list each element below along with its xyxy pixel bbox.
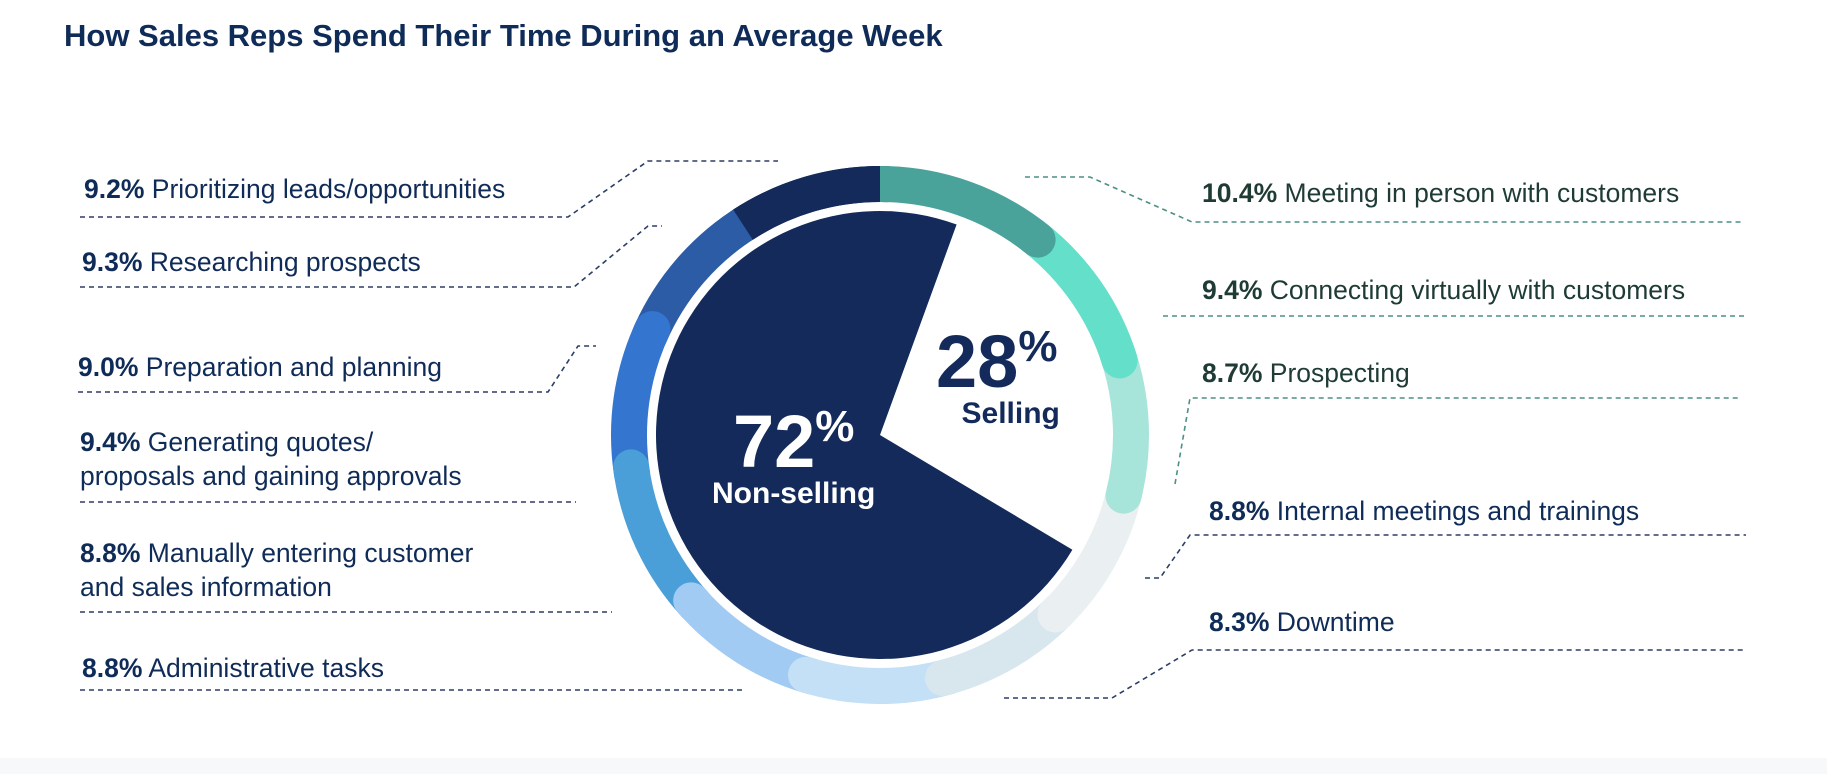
legend-value: 9.0% [78,352,139,382]
legend-downtime: 8.3% Downtime [1209,605,1395,639]
legend-value: 10.4% [1202,178,1278,208]
legend-connecting-virtually: 9.4% Connecting virtually with customers [1202,273,1685,307]
leader-line-9 [1174,397,1738,485]
leader-line-3 [78,345,596,393]
page-footer-band [0,758,1827,774]
legend-text: Downtime [1276,607,1395,637]
non-selling-center-label: 72% Non-selling [712,405,875,509]
legend-value: 8.8% [1209,496,1270,526]
legend-value: 8.8% [80,538,141,568]
legend-text: Prospecting [1269,358,1410,388]
leader-line-7 [1025,176,1742,223]
selling-value: 28 [936,320,1019,403]
legend-manual-entry: 8.8% Manually entering customer and sale… [80,536,473,604]
legend-value: 8.8% [82,653,143,683]
pie-slice-non-selling [655,210,1073,659]
legend-text: Prioritizing leads/opportunities [151,174,506,204]
legend-prioritizing-leads: 9.2% Prioritizing leads/opportunities [84,172,505,206]
legend-value: 9.3% [82,247,143,277]
legend-text-line-2: and sales information [80,572,332,602]
leader-line-1 [80,160,778,218]
legend-value: 8.7% [1202,358,1263,388]
selling-unit: % [1018,322,1058,371]
leader-line-10 [1145,534,1746,579]
legend-text: Researching prospects [149,247,421,277]
legend-text: Meeting in person with customers [1284,178,1680,208]
legend-generating-quotes: 9.4% Generating quotes/ proposals and ga… [80,425,462,493]
leader-line-2 [80,225,662,288]
ring-segment-meeting-in-person-with-customers [862,166,1056,258]
non-selling-unit: % [815,402,855,451]
legend-text: Administrative tasks [148,653,384,683]
legend-internal-meetings: 8.8% Internal meetings and trainings [1209,494,1639,528]
legend-text-line-1: Generating quotes/ [147,427,374,457]
chart-title: How Sales Reps Spend Their Time During a… [64,18,943,53]
legend-text: Internal meetings and trainings [1276,496,1640,526]
selling-center-label: 28% Selling [936,322,1060,430]
legend-value: 9.2% [84,174,145,204]
selling-name: Selling [961,397,1060,430]
legend-researching-prospects: 9.3% Researching prospects [82,245,421,279]
legend-preparation-planning: 9.0% Preparation and planning [78,350,442,384]
legend-text: Connecting virtually with customers [1269,275,1686,305]
legend-administrative-tasks: 8.8% Administrative tasks [82,651,384,685]
legend-text-line-1: Manually entering customer [147,538,474,568]
legend-text: Preparation and planning [145,352,442,382]
legend-text-line-2: proposals and gaining approvals [80,461,462,491]
non-selling-value: 72 [732,400,816,483]
ring-segment-top-edge [733,166,881,240]
leader-line-11 [1004,649,1744,699]
legend-value: 9.4% [80,427,141,457]
legend-meeting-in-person: 10.4% Meeting in person with customers [1202,176,1679,210]
non-selling-name: Non-selling [712,477,876,510]
legend-value: 8.3% [1209,607,1270,637]
legend-value: 9.4% [1202,275,1263,305]
legend-prospecting: 8.7% Prospecting [1202,356,1410,390]
